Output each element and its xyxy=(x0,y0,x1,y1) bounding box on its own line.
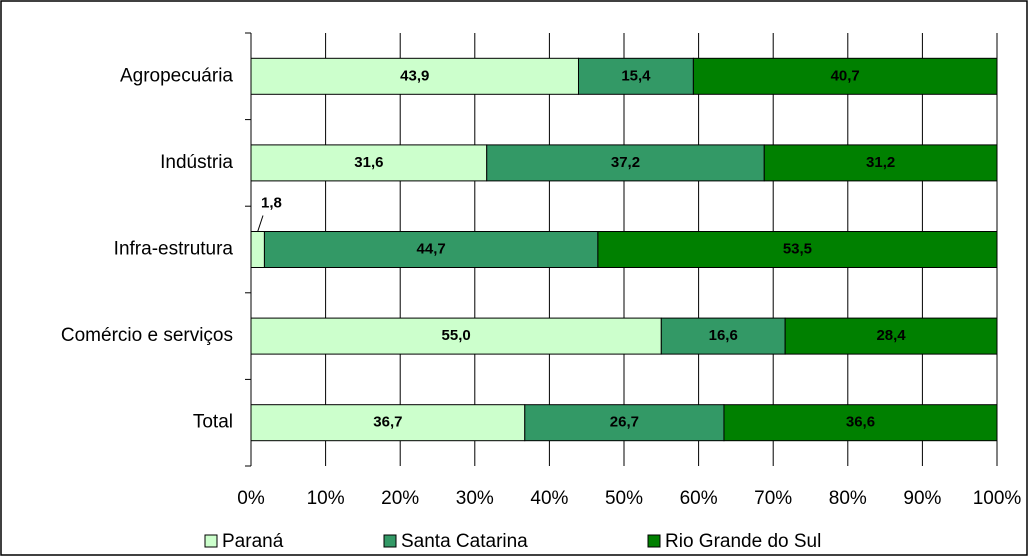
bar-segment xyxy=(250,317,662,355)
y-tick-label: Total xyxy=(193,412,233,433)
value-label: 31,2 xyxy=(866,154,895,171)
value-label: 44,7 xyxy=(417,240,446,257)
legend-label: Rio Grande do Sul xyxy=(665,531,821,552)
x-tick-label: 20% xyxy=(381,488,419,509)
value-label: 26,7 xyxy=(610,414,639,431)
bar-segment xyxy=(524,404,725,442)
x-tick-label: 90% xyxy=(903,488,941,509)
bar-segment xyxy=(486,144,765,182)
bar-segment xyxy=(250,231,265,268)
bar-segment xyxy=(763,144,998,182)
x-tick-label: 0% xyxy=(237,488,265,509)
value-label: 36,6 xyxy=(846,414,875,431)
value-label: 53,5 xyxy=(783,240,812,257)
bar-segment xyxy=(263,231,599,268)
legend-marker xyxy=(647,534,661,548)
x-tick-label: 50% xyxy=(605,488,643,509)
bar-segment xyxy=(660,317,786,355)
value-label: 43,9 xyxy=(400,67,429,84)
value-label: 55,0 xyxy=(442,327,471,344)
legend-marker xyxy=(204,534,218,548)
bar-segment xyxy=(577,57,694,95)
value-label: 15,4 xyxy=(621,67,651,84)
x-tick-label: 40% xyxy=(530,488,568,509)
x-tick-label: 100% xyxy=(973,488,1022,509)
bar-segment xyxy=(723,404,998,442)
value-label: 16,6 xyxy=(709,327,738,344)
value-label: 31,6 xyxy=(354,154,383,171)
value-label: 1,8 xyxy=(261,194,282,211)
x-tick-label: 80% xyxy=(829,488,867,509)
label-leader xyxy=(257,215,264,232)
legend-label: Paraná xyxy=(222,531,284,552)
y-tick-label: Comércio e serviços xyxy=(61,325,233,346)
legend-label: Santa Catarina xyxy=(401,531,528,552)
value-label: 28,4 xyxy=(876,327,906,344)
y-tick-label: Infra-estrutura xyxy=(114,239,234,260)
value-label: 37,2 xyxy=(611,154,640,171)
y-tick-label: Agropecuária xyxy=(120,65,233,86)
bar-segment xyxy=(597,231,998,268)
bar-segment xyxy=(692,57,998,95)
legend-marker xyxy=(383,534,397,548)
value-label: 36,7 xyxy=(373,414,402,431)
x-tick-label: 10% xyxy=(307,488,345,509)
x-tick-label: 60% xyxy=(680,488,718,509)
value-label: 40,7 xyxy=(831,67,860,84)
x-tick-label: 70% xyxy=(754,488,792,509)
bar-segment xyxy=(784,317,998,355)
x-tick-label: 30% xyxy=(456,488,494,509)
y-tick-label: Indústria xyxy=(160,152,233,173)
bar-segment xyxy=(250,57,579,95)
